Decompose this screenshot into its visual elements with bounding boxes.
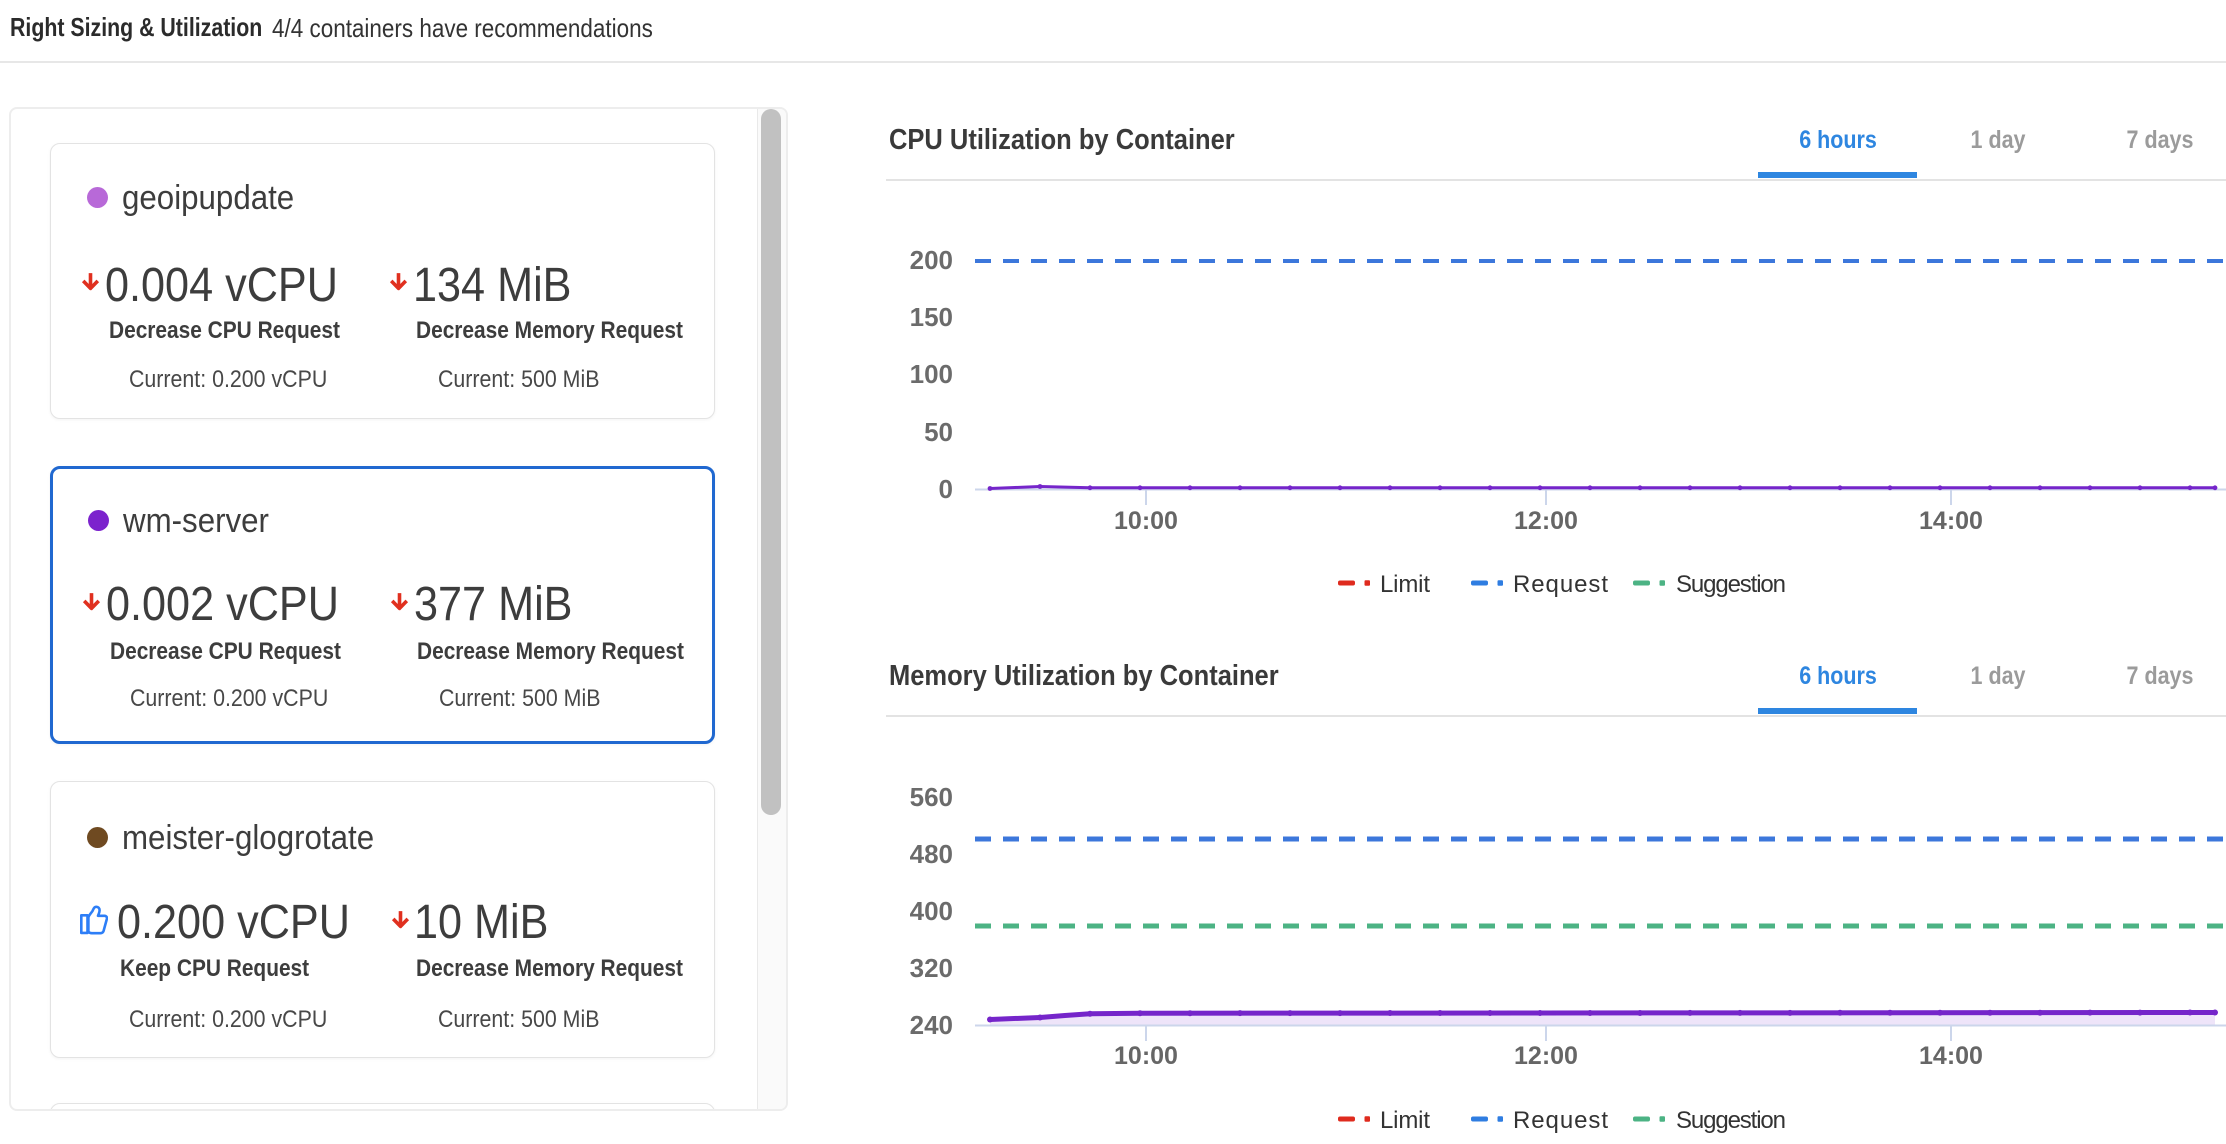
svg-text:Request: Request: [1513, 1107, 1608, 1134]
svg-text:7 days: 7 days: [2127, 125, 2194, 153]
svg-text:6 hours: 6 hours: [1799, 661, 1877, 689]
svg-text:320: 320: [910, 953, 953, 983]
svg-text:560: 560: [910, 782, 953, 812]
svg-text:10:00: 10:00: [1114, 1042, 1178, 1070]
svg-text:400: 400: [910, 896, 953, 926]
svg-text:200: 200: [910, 245, 953, 275]
svg-text:12:00: 12:00: [1514, 1042, 1578, 1070]
svg-text:Suggestion: Suggestion: [1676, 1107, 1786, 1134]
svg-text:480: 480: [910, 839, 953, 869]
svg-text:Suggestion: Suggestion: [1676, 571, 1786, 598]
svg-text:1 day: 1 day: [1971, 125, 2026, 153]
svg-text:7 days: 7 days: [2127, 661, 2194, 689]
svg-text:1 day: 1 day: [1971, 661, 2026, 689]
svg-text:14:00: 14:00: [1919, 507, 1983, 535]
svg-text:Memory Utilization by Containe: Memory Utilization by Container: [889, 658, 1279, 691]
svg-text:240: 240: [910, 1010, 953, 1040]
svg-text:150: 150: [910, 302, 953, 332]
svg-text:Limit: Limit: [1380, 1107, 1430, 1134]
svg-text:6 hours: 6 hours: [1799, 125, 1877, 153]
svg-text:Request: Request: [1513, 571, 1608, 598]
svg-text:12:00: 12:00: [1514, 507, 1578, 535]
svg-text:50: 50: [924, 417, 953, 447]
svg-text:100: 100: [910, 359, 953, 389]
svg-text:10:00: 10:00: [1114, 507, 1178, 535]
svg-text:14:00: 14:00: [1919, 1042, 1983, 1070]
svg-text:0: 0: [939, 474, 953, 504]
svg-text:CPU Utilization by Container: CPU Utilization by Container: [889, 122, 1235, 155]
svg-text:Limit: Limit: [1380, 571, 1430, 598]
